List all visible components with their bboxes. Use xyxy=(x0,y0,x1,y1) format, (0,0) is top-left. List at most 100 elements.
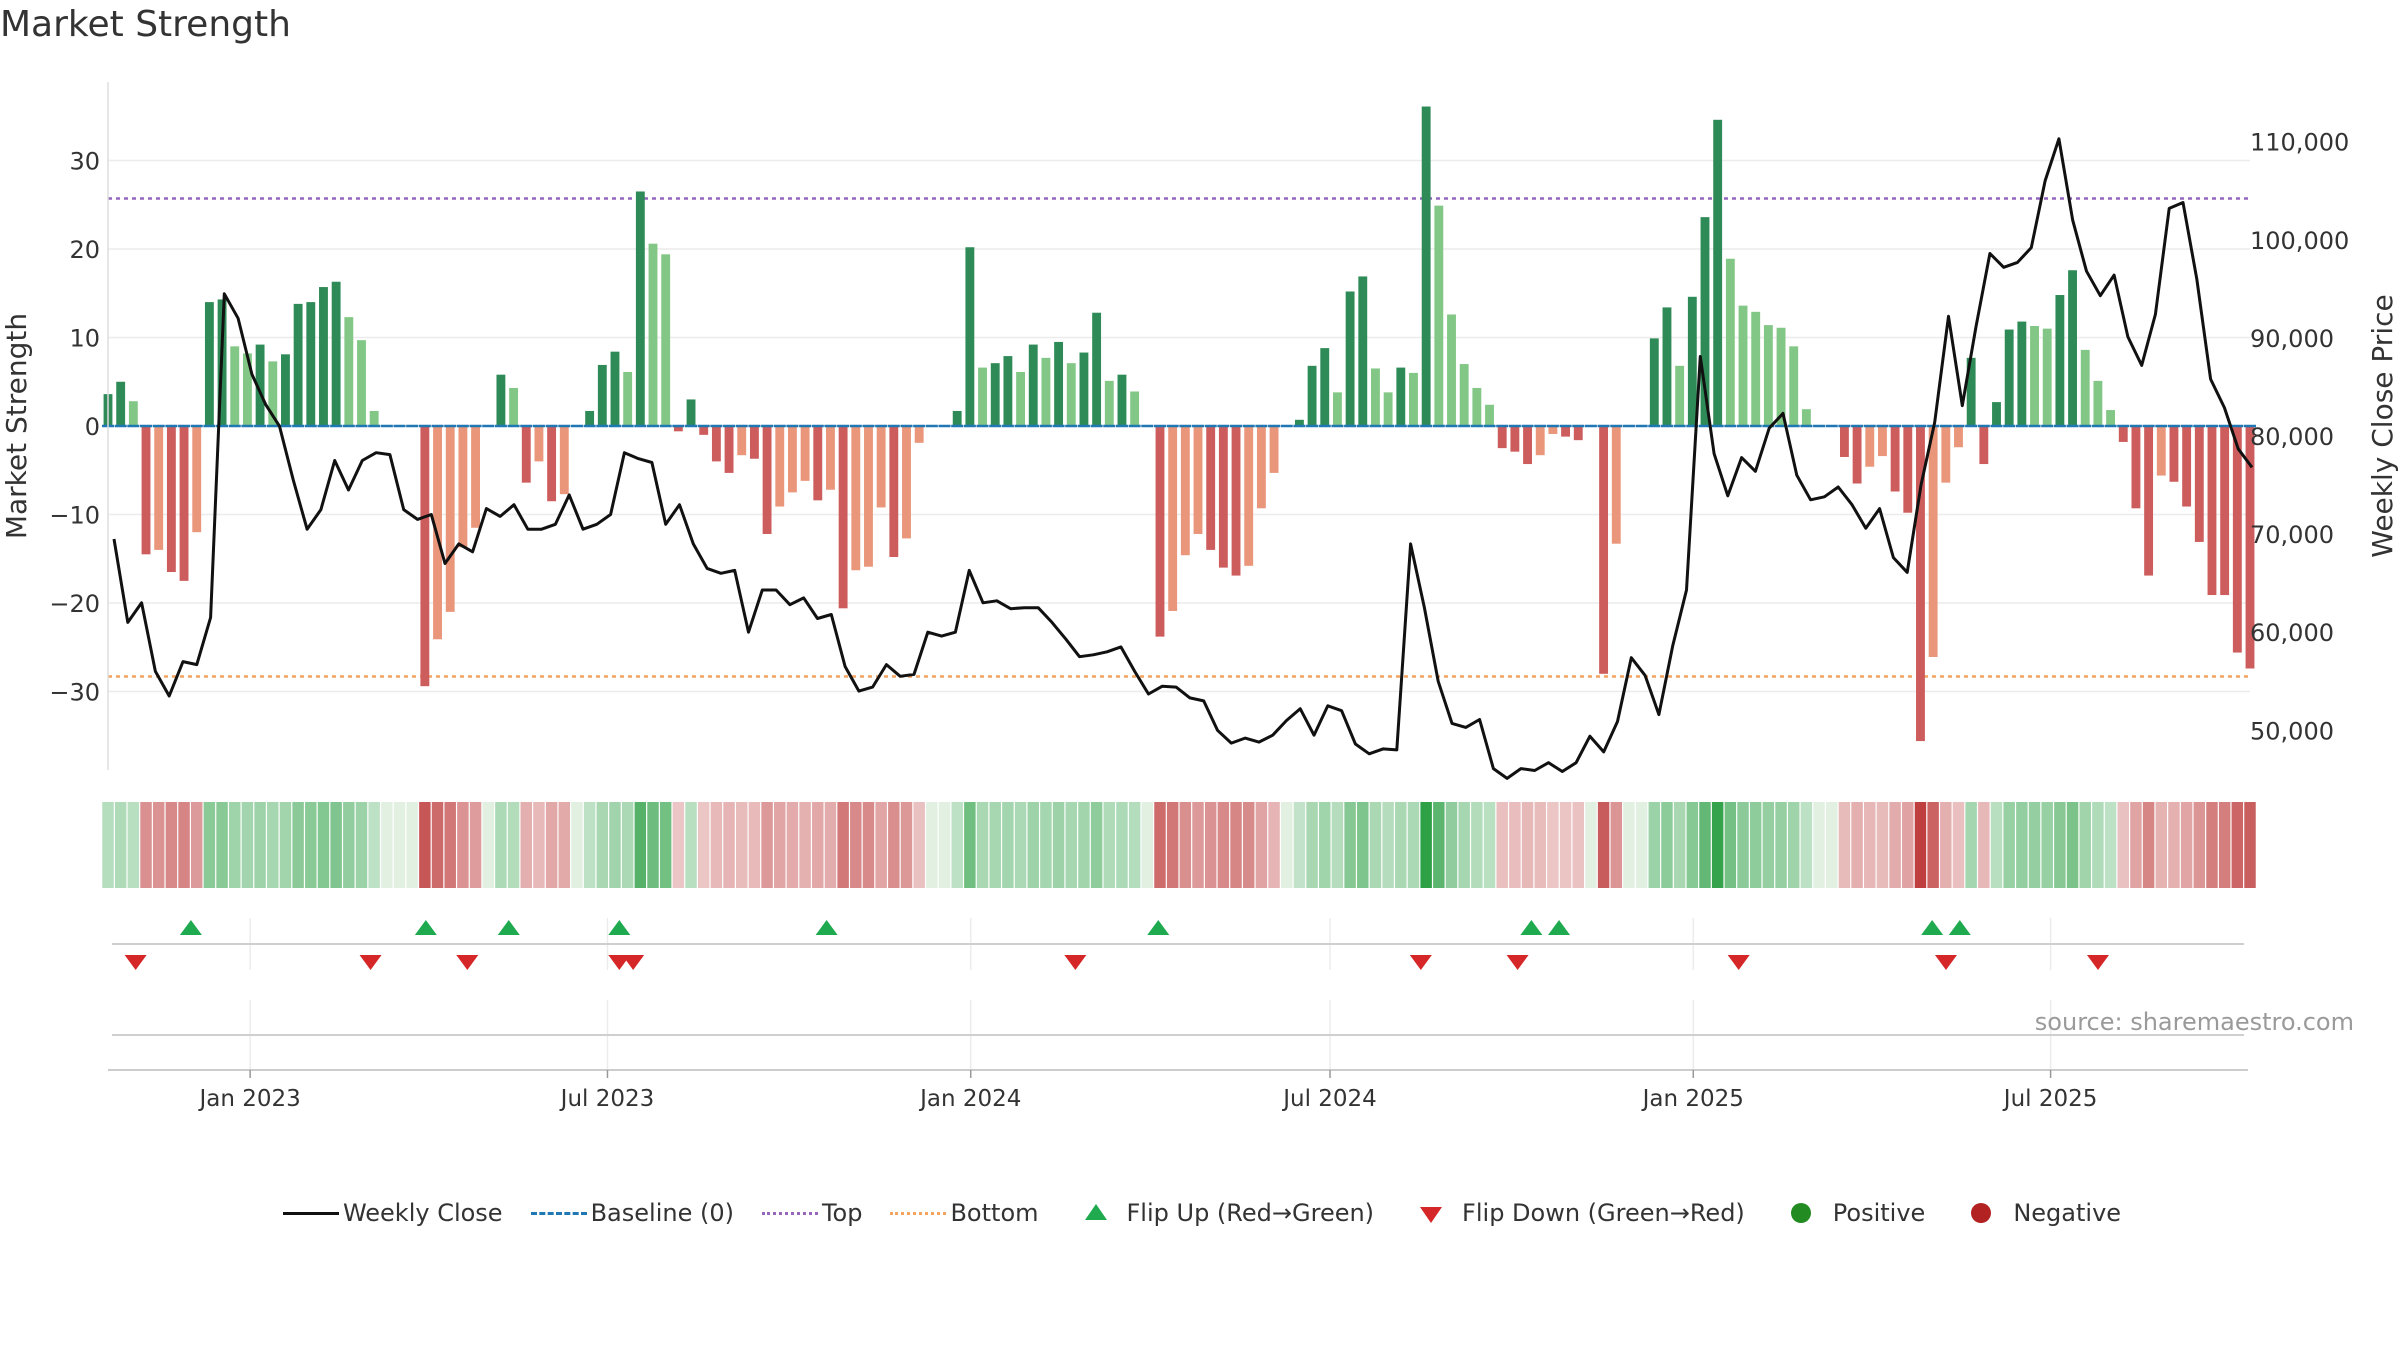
source-note: source: sharemaestro.com xyxy=(2034,1008,2354,1036)
strip-cell xyxy=(1141,802,1154,888)
strength-bar xyxy=(813,426,823,501)
strength-bar xyxy=(673,426,683,432)
left-tick-label: 0 xyxy=(85,413,100,441)
strip-cell xyxy=(609,802,621,888)
strip-cell xyxy=(1065,802,1078,888)
flip-up-marker xyxy=(1520,920,1543,935)
strip-cell xyxy=(2244,802,2256,888)
strength-bar xyxy=(737,426,747,456)
flip-up-marker xyxy=(414,920,437,935)
strip-cell xyxy=(190,802,203,888)
strength-bar xyxy=(306,302,316,426)
x-tick-label: Jul 2024 xyxy=(1281,1086,1377,1112)
strip-cell xyxy=(114,802,127,888)
strength-bar xyxy=(509,387,519,426)
strip-cell xyxy=(1711,802,1724,888)
strip-cell xyxy=(1737,802,1749,888)
strip-cell xyxy=(267,802,279,888)
strip-cell xyxy=(1230,802,1242,888)
strength-bar xyxy=(1041,357,1051,426)
strength-bar xyxy=(648,243,658,426)
strip-cell xyxy=(2168,802,2180,888)
strip-cell xyxy=(393,802,406,888)
strip-cell xyxy=(647,802,659,888)
strip-cell xyxy=(1547,802,1559,888)
strip-cell xyxy=(355,802,368,888)
legend-item-top: Top xyxy=(758,1198,863,1228)
legend-symbol xyxy=(758,1198,822,1228)
strength-bar xyxy=(154,426,164,550)
strip-cell xyxy=(1078,802,1090,888)
x-tick-label: Jan 2025 xyxy=(1641,1086,1744,1112)
strip-cell xyxy=(1851,802,1863,888)
strip-cell xyxy=(1724,802,1737,888)
right-axis-title: Weekly Close Price xyxy=(2366,294,2399,557)
strip-cell xyxy=(659,802,672,888)
strip-cell xyxy=(1268,802,1280,888)
flip-up-marker xyxy=(608,920,631,935)
strip-cell xyxy=(2117,802,2129,888)
x-tick-label: Jul 2025 xyxy=(2002,1086,2098,1112)
legend-item-bottom: Bottom xyxy=(886,1198,1039,1228)
strength-bar xyxy=(623,372,633,426)
strength-bar xyxy=(1459,364,1469,426)
strip-cell xyxy=(1914,802,1927,888)
strip-cell xyxy=(305,802,317,888)
strip-cell xyxy=(1306,802,1318,888)
strip-cell xyxy=(381,802,393,888)
strength-bar xyxy=(1548,426,1558,434)
legend-item-weekly-close: Weekly Close xyxy=(279,1198,503,1228)
flip-up-marker xyxy=(815,920,838,935)
strength-bar xyxy=(597,364,607,426)
strip-cell xyxy=(2206,802,2218,888)
strength-bar xyxy=(496,374,506,426)
chart-title: Market Strength xyxy=(0,4,291,45)
strip-cell xyxy=(888,802,900,888)
strength-bar xyxy=(2004,329,2014,426)
legend-label: Baseline (0) xyxy=(590,1199,734,1227)
strength-bar xyxy=(1687,296,1697,426)
strip-cell xyxy=(900,802,913,888)
legend-label: Flip Down (Green→Red) xyxy=(1462,1199,1745,1227)
strength-bar xyxy=(585,410,595,426)
strength-bar xyxy=(2194,426,2204,542)
strength-bar xyxy=(1256,426,1266,509)
x-axis: Jan 2023 Jul 2023 Jan 2024 Jul 2024 Jan 2025… xyxy=(108,1069,2248,1112)
strength-bar xyxy=(1104,380,1114,426)
strip-cell xyxy=(1357,802,1369,888)
legend-label: Flip Up (Red→Green) xyxy=(1126,1199,1375,1227)
strip-cell xyxy=(140,802,152,888)
strength-bar xyxy=(2055,295,2065,426)
strength-bar xyxy=(889,426,899,557)
strip-cell xyxy=(583,802,596,888)
strength-bar xyxy=(1345,291,1355,426)
strength-bar xyxy=(787,426,797,493)
legend-label: Top xyxy=(821,1199,863,1227)
strength-bar xyxy=(1954,426,1963,448)
strength-bar xyxy=(826,426,835,490)
strip-cell xyxy=(2028,802,2041,888)
strip-cell xyxy=(2231,802,2244,888)
strip-cell xyxy=(1293,802,1306,888)
strip-cell xyxy=(1445,802,1458,888)
right-tick-label: 90,000 xyxy=(2250,325,2334,353)
strip-cell xyxy=(178,802,190,888)
flip-down-marker xyxy=(1934,955,1957,970)
strip-cell xyxy=(2130,802,2142,888)
strength-bar xyxy=(1928,426,1938,657)
strength-bar xyxy=(686,399,696,426)
strip-cell xyxy=(1635,802,1648,888)
strip-cell xyxy=(279,802,292,888)
flip-up-marker xyxy=(1548,920,1571,935)
strip-cell xyxy=(1014,802,1027,888)
strength-bar xyxy=(1599,426,1609,674)
flip-down-marker xyxy=(608,955,631,970)
strength-bar xyxy=(1700,217,1710,426)
strength-bar xyxy=(1573,426,1583,441)
strip-cell xyxy=(1471,802,1483,888)
strip-cell xyxy=(621,802,634,888)
strength-bar xyxy=(1155,426,1165,637)
strength-bar xyxy=(2042,328,2052,426)
strength-bar xyxy=(1535,426,1545,456)
strength-bar xyxy=(990,363,1000,426)
